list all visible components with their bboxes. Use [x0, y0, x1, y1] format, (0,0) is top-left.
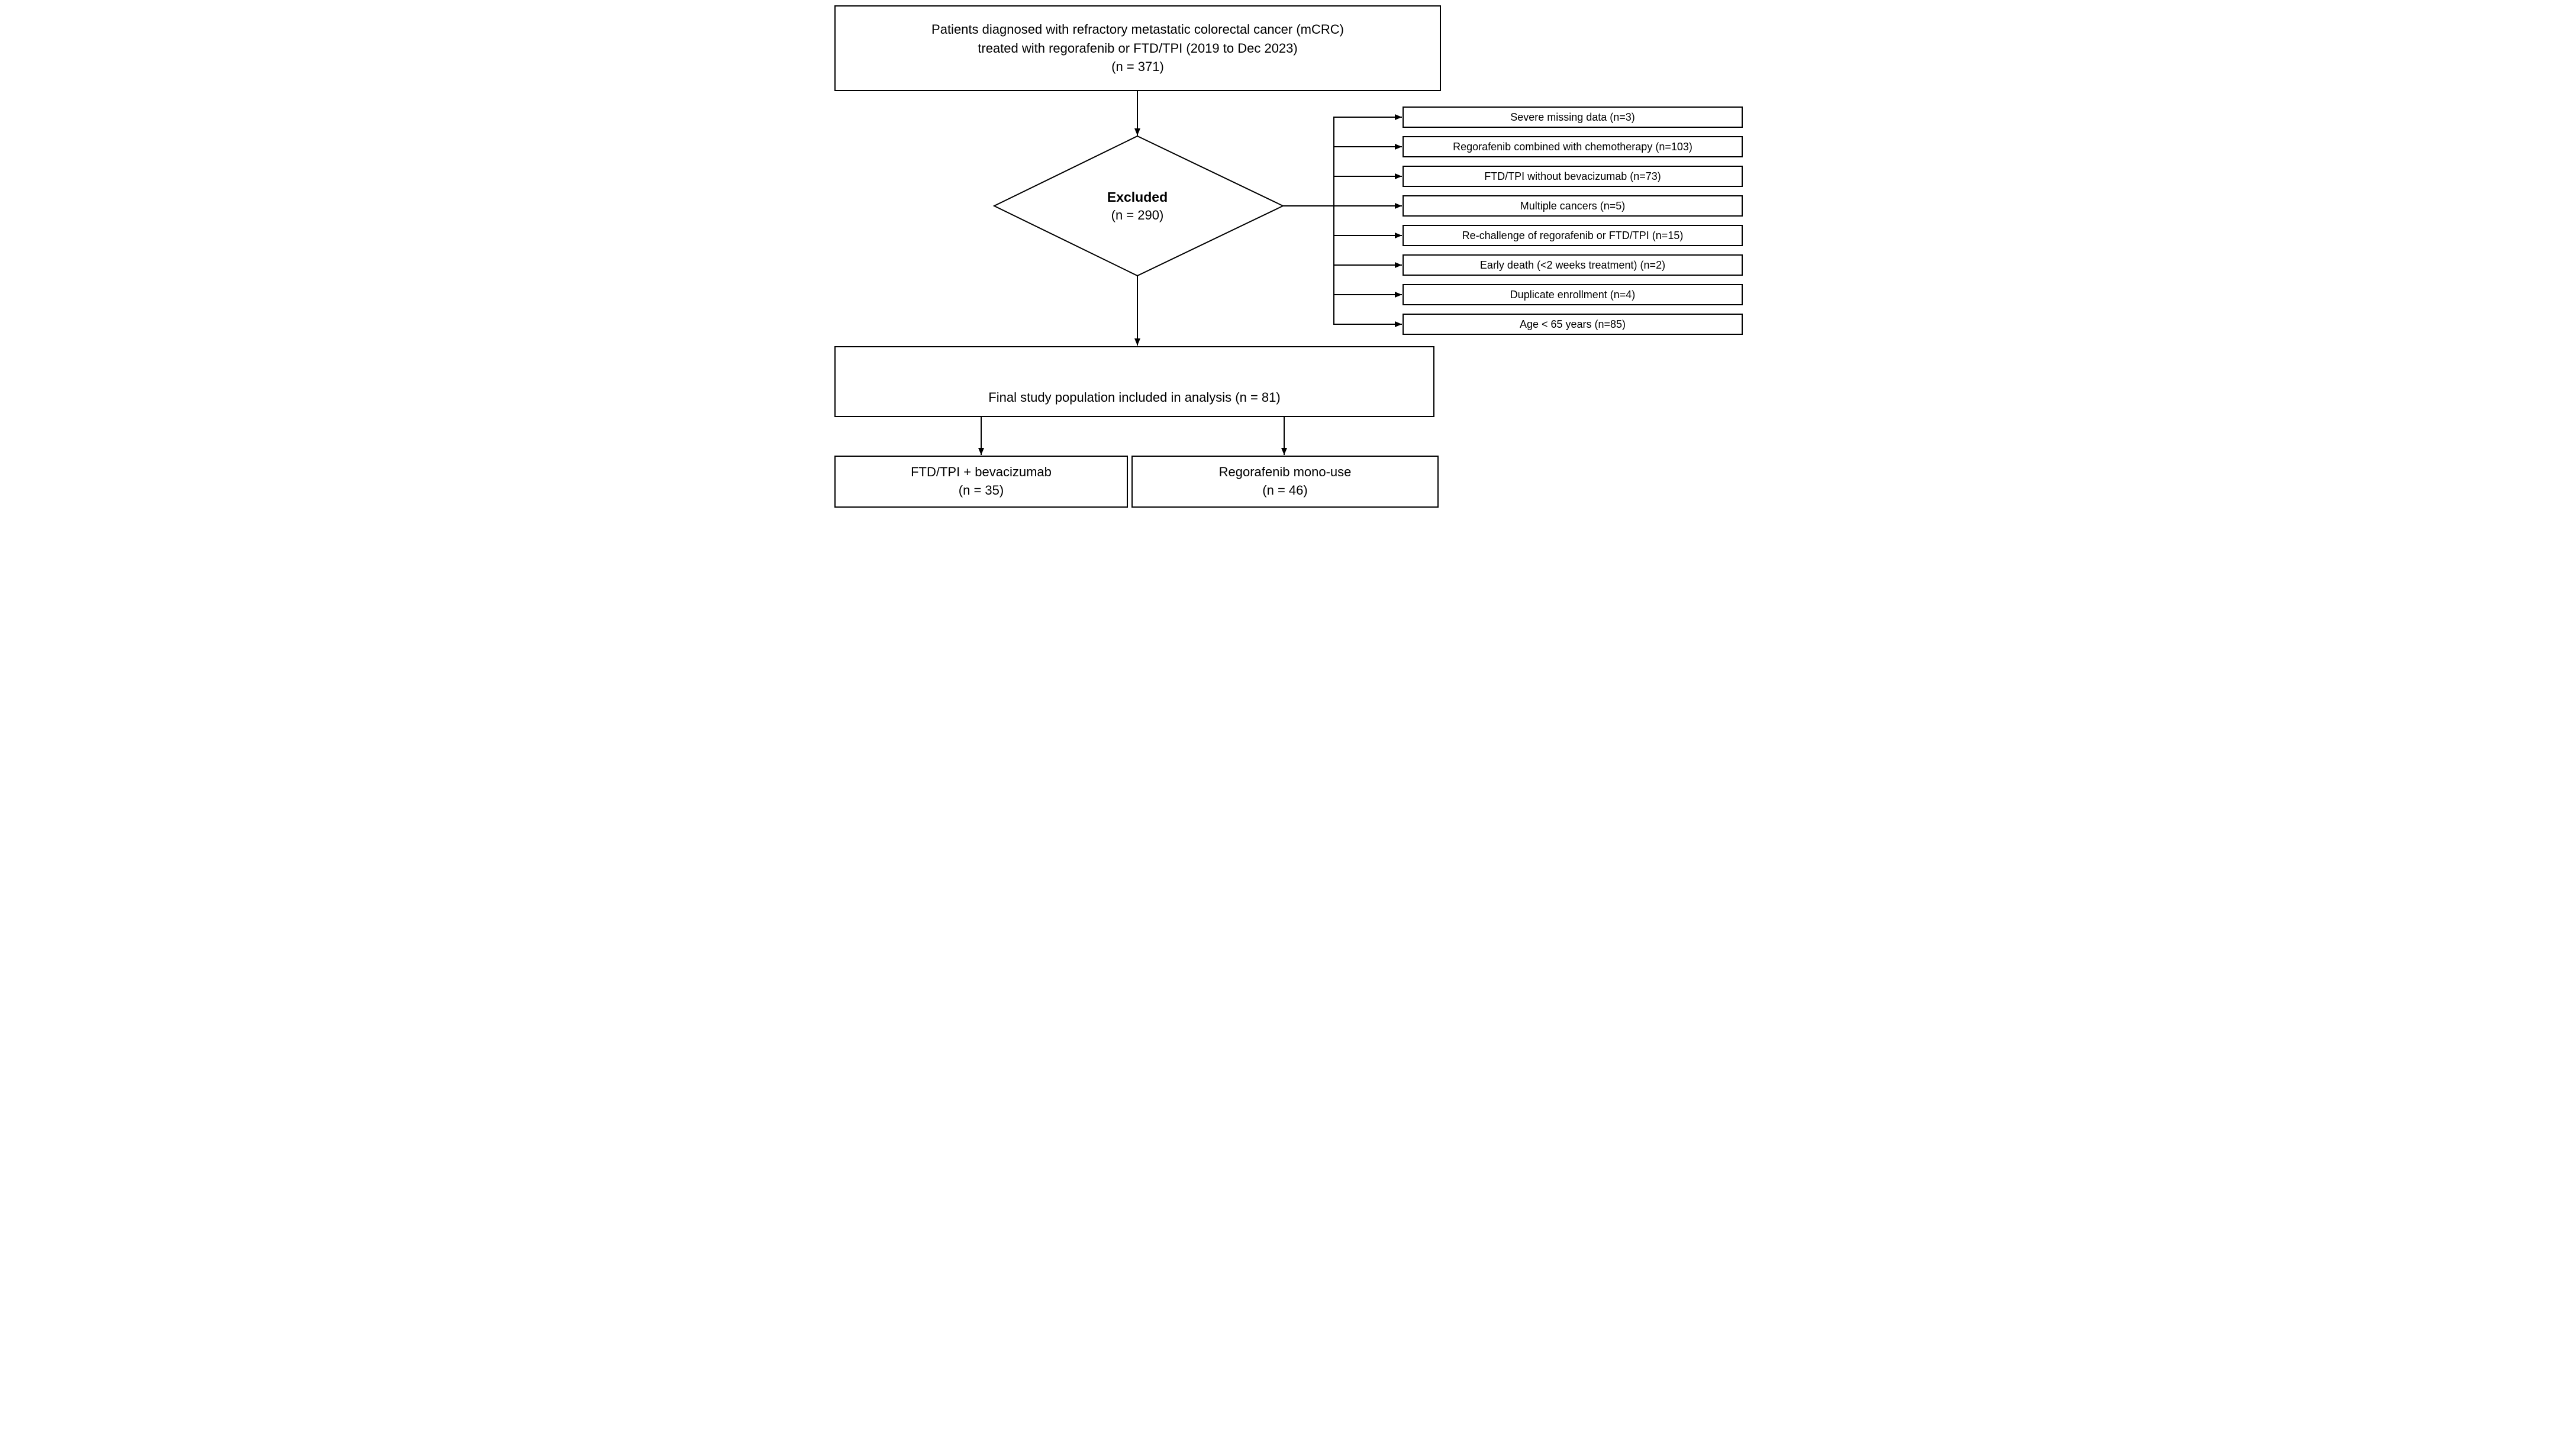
exclusion-box-6: Early death (<2 weeks treatment) (n=2)	[1403, 254, 1743, 276]
exclusion-box-3: FTD/TPI without bevacizumab (n=73)	[1403, 166, 1743, 187]
excluded-title: Excluded	[1107, 189, 1168, 205]
exclusion-box-7: Duplicate enrollment (n=4)	[1403, 284, 1743, 305]
arm-right-label: Regorafenib mono-use	[1218, 464, 1352, 480]
exclusion-box-5: Re-challenge of regorafenib or FTD/TPI (…	[1403, 225, 1743, 246]
exclusion-box-4: Multiple cancers (n=5)	[1403, 195, 1743, 217]
arm-left-count: (n = 35)	[958, 483, 1004, 498]
excluded-diamond-label: Excluded (n = 290)	[1049, 182, 1226, 230]
arm-box-regorafenib-mono: Regorafenib mono-use (n = 46)	[1131, 456, 1439, 508]
top-box: Patients diagnosed with refractory metas…	[834, 5, 1441, 91]
final-population-box: Final study population included in analy…	[834, 346, 1434, 417]
top-box-count: (n = 371)	[1111, 59, 1164, 75]
flow-diagram: Patients diagnosed with refractory metas…	[828, 0, 1748, 512]
final-population-label: Final study population included in analy…	[988, 390, 1281, 405]
arm-box-ftd-tpi-bevacizumab: FTD/TPI + bevacizumab (n = 35)	[834, 456, 1128, 508]
exclusion-box-8: Age < 65 years (n=85)	[1403, 314, 1743, 335]
arm-left-label: FTD/TPI + bevacizumab	[911, 464, 1052, 480]
excluded-count: (n = 290)	[1111, 207, 1164, 222]
top-box-line1: Patients diagnosed with refractory metas…	[931, 21, 1344, 37]
arm-right-count: (n = 46)	[1262, 483, 1308, 498]
exclusion-box-1: Severe missing data (n=3)	[1403, 106, 1743, 128]
exclusion-box-2: Regorafenib combined with chemotherapy (…	[1403, 136, 1743, 157]
top-box-line2: treated with regorafenib or FTD/TPI (201…	[978, 40, 1298, 56]
